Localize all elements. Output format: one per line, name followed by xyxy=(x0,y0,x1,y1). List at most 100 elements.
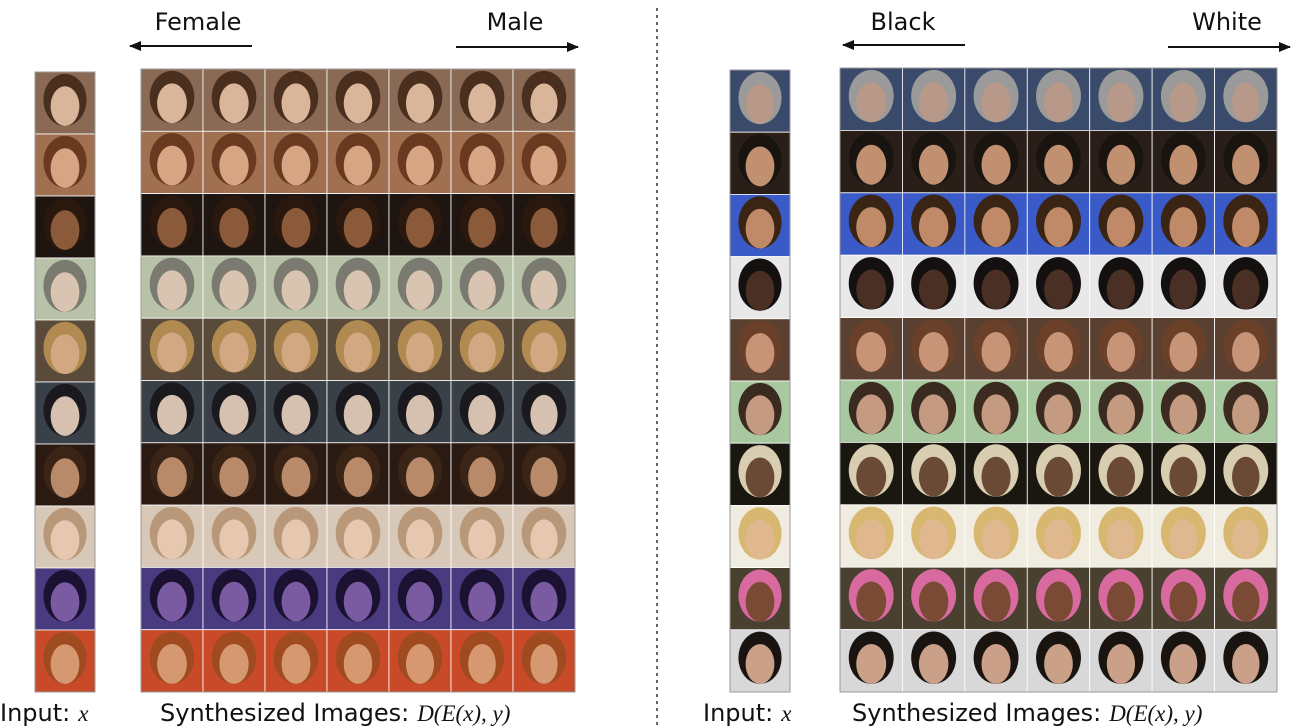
photo-face xyxy=(918,581,949,622)
photo-face xyxy=(50,86,80,126)
photo-face xyxy=(1232,581,1260,622)
photo-face xyxy=(405,145,435,186)
photo-face xyxy=(1106,394,1136,435)
photo-face xyxy=(405,457,435,498)
photo-face xyxy=(281,457,311,498)
photo-face xyxy=(745,208,775,249)
photo-face xyxy=(530,332,558,373)
photo-face xyxy=(745,519,775,560)
photo-face xyxy=(856,269,887,310)
photo-face xyxy=(1106,82,1136,123)
photo-face xyxy=(918,456,949,497)
photo-face xyxy=(1232,394,1260,435)
photo-face xyxy=(343,519,373,560)
photo-face xyxy=(1044,269,1073,310)
photo-face xyxy=(918,82,949,123)
photo-face xyxy=(157,207,187,248)
photo-face xyxy=(157,644,187,684)
photo-face xyxy=(219,457,249,498)
photo-face xyxy=(981,643,1011,684)
photo-face xyxy=(856,144,887,185)
photo-face xyxy=(1044,331,1073,372)
photo-face xyxy=(50,396,80,436)
photo-face xyxy=(1169,207,1198,248)
photo-face xyxy=(1232,456,1260,497)
photo-face xyxy=(157,457,187,498)
photo-face xyxy=(981,269,1011,310)
photo-face xyxy=(281,270,311,311)
photo-face xyxy=(281,644,311,684)
caption-text: Synthesized Images: xyxy=(160,699,409,727)
photo-face xyxy=(468,394,496,435)
caption-text: Synthesized Images: xyxy=(852,699,1101,727)
photo-face xyxy=(530,581,558,622)
photo-face xyxy=(745,146,775,187)
photo-face xyxy=(981,519,1011,560)
photo-face xyxy=(343,270,373,311)
grid-frame xyxy=(140,68,576,693)
photo-face xyxy=(1169,144,1198,185)
photo-face xyxy=(50,148,80,188)
photo-face xyxy=(745,457,775,498)
photo-face xyxy=(281,207,311,248)
image-grid xyxy=(34,67,1278,693)
photo-face xyxy=(405,83,435,124)
photo-face xyxy=(530,145,558,186)
photo-face xyxy=(1044,581,1073,622)
photo-face xyxy=(281,83,311,124)
photo-face xyxy=(856,331,887,372)
photo-face xyxy=(50,582,80,622)
photo-face xyxy=(50,458,80,498)
photo-face xyxy=(468,332,496,373)
photo-face xyxy=(1169,331,1198,372)
photo-face xyxy=(50,644,80,684)
photo-face xyxy=(856,82,887,123)
photo-face xyxy=(157,332,187,373)
photo-face xyxy=(530,270,558,311)
photo-face xyxy=(219,207,249,248)
photo-face xyxy=(1044,82,1073,123)
photo-face xyxy=(530,207,558,248)
photo-face xyxy=(1232,643,1260,684)
photo-face xyxy=(405,581,435,622)
arrow-label: Female xyxy=(155,8,242,36)
photo-face xyxy=(219,644,249,684)
photo-face xyxy=(1106,207,1136,248)
photo-face xyxy=(981,456,1011,497)
photo-face xyxy=(1232,519,1260,560)
photo-face xyxy=(1106,331,1136,372)
photo-face xyxy=(281,394,311,435)
photo-face xyxy=(1232,331,1260,372)
photo-face xyxy=(918,519,949,560)
input-frame xyxy=(34,71,96,693)
photo-face xyxy=(530,519,558,560)
photo-face xyxy=(157,83,187,124)
photo-face xyxy=(918,207,949,248)
caption-text: Input: xyxy=(0,699,70,727)
caption-math: D(E(x), y) xyxy=(1108,701,1202,726)
photo-face xyxy=(1169,456,1198,497)
photo-face xyxy=(468,457,496,498)
photo-face xyxy=(281,145,311,186)
photo-face xyxy=(1044,144,1073,185)
photo-face xyxy=(468,83,496,124)
photo-face xyxy=(856,581,887,622)
photo-face xyxy=(1106,581,1136,622)
photo-face xyxy=(343,332,373,373)
input-frame xyxy=(729,69,791,693)
photo-face xyxy=(219,519,249,560)
photo-face xyxy=(405,519,435,560)
photo-face xyxy=(219,581,249,622)
photo-face xyxy=(530,644,558,684)
photo-face xyxy=(918,394,949,435)
photo-face xyxy=(1169,82,1198,123)
photo-face xyxy=(856,207,887,248)
photo-face xyxy=(1106,643,1136,684)
photo-face xyxy=(157,394,187,435)
photo-face xyxy=(1169,581,1198,622)
photo-face xyxy=(1169,394,1198,435)
photo-face xyxy=(219,83,249,124)
photo-face xyxy=(468,145,496,186)
photo-face xyxy=(468,644,496,684)
photo-face xyxy=(343,394,373,435)
